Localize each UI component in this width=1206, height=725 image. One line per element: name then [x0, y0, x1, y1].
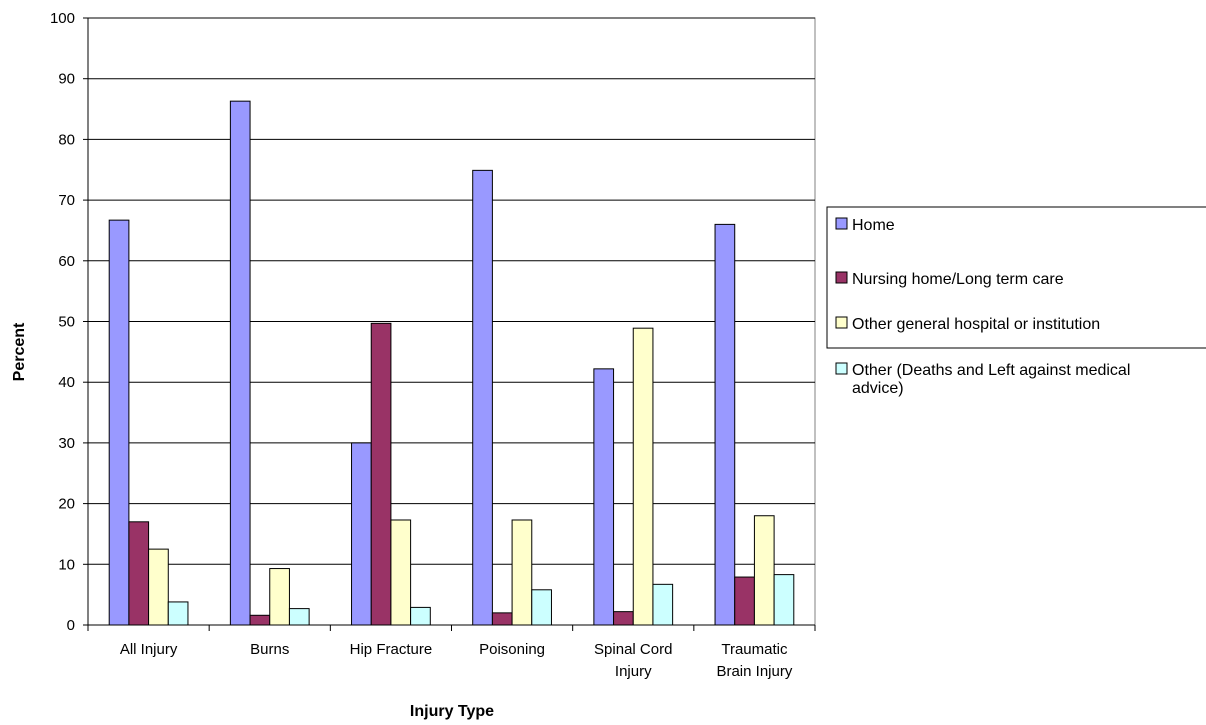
y-tick-label: 0	[67, 617, 75, 634]
legend: Home Nursing home/Long term care Other gen…	[826, 206, 1206, 397]
bar-spinal-cord-injury-home	[593, 368, 615, 626]
bar-hip-fracture-other-deaths-and-left-against-medical-advice	[410, 606, 431, 626]
bar-hip-fracture-other-general-hospital-or-institution	[390, 519, 412, 626]
y-tick-label: 60	[58, 253, 75, 270]
y-tick-label: 80	[58, 131, 75, 148]
bar-burns-other-deaths-and-left-against-medical-advice	[288, 608, 310, 626]
bar-traumatic-brain-injury-other-general-hospital-or-institution	[753, 515, 775, 626]
x-tick-label: Poisoning	[479, 641, 545, 658]
bar-traumatic-brain-injury-other-deaths-and-left-against-medical-advice	[773, 574, 795, 626]
legend-box	[826, 206, 1206, 349]
bar-all-injury-other-general-hospital-or-institution	[148, 548, 169, 626]
y-axis-title: Percent	[11, 322, 28, 381]
bar-spinal-cord-injury-other-general-hospital-or-institution	[632, 327, 654, 626]
bar-burns-nursing-home-long-term-care	[249, 614, 271, 626]
y-tick-label: 50	[58, 314, 75, 331]
bar-traumatic-brain-injury-home	[714, 223, 736, 626]
legend-label-3: Other general hospital or institution	[852, 316, 1100, 333]
legend-swatch-2	[835, 271, 848, 284]
y-tick-label: 30	[58, 435, 75, 452]
x-tick-label: All Injury	[120, 641, 178, 658]
legend-swatch-1	[835, 217, 848, 230]
axes	[83, 17, 816, 631]
gridlines	[87, 17, 816, 626]
legend-label-4: Other (Deaths and Left against medical ad…	[852, 362, 1130, 397]
x-tick-labels: All Injury Burns Hip Fracture Poisoning Spin…	[120, 641, 793, 680]
legend-swatch-3	[835, 316, 848, 329]
bar-burns-home	[229, 100, 251, 626]
y-tick-label: 40	[58, 374, 75, 391]
bar-burns-other-general-hospital-or-institution	[269, 568, 290, 626]
bar-spinal-cord-injury-nursing-home-long-term-care	[613, 611, 634, 626]
y-tick-label: 10	[58, 556, 75, 573]
x-tick-label: Spinal Cord Injury	[594, 641, 672, 680]
y-tick-label: 100	[50, 10, 75, 27]
bar-hip-fracture-nursing-home-long-term-care	[370, 322, 392, 626]
legend-label-1: Home	[852, 217, 895, 234]
y-tick-label: 20	[58, 496, 75, 513]
bar-all-injury-home	[108, 219, 130, 626]
bar-hip-fracture-home	[351, 442, 372, 626]
y-tick-label: 90	[58, 71, 75, 88]
legend-label-2: Nursing home/Long term care	[852, 271, 1064, 288]
x-tick-label: Traumatic Brain Injury	[716, 641, 792, 680]
bar-traumatic-brain-injury-nursing-home-long-term-care	[734, 576, 755, 626]
bars	[108, 100, 795, 626]
bar-poisoning-home	[472, 169, 493, 626]
x-axis-title: Injury Type	[410, 703, 494, 720]
bar-poisoning-other-deaths-and-left-against-medical-advice	[531, 589, 552, 626]
bar-poisoning-nursing-home-long-term-care	[491, 612, 513, 626]
bar-all-injury-other-deaths-and-left-against-medical-advice	[167, 601, 189, 626]
y-tick-labels: 0 10 20 30 40 50 60 70 80 90 100	[50, 10, 75, 634]
x-tick-label: Hip Fracture	[350, 641, 433, 658]
y-tick-label: 70	[58, 192, 75, 209]
x-tick-label: Burns	[250, 641, 289, 658]
bar-poisoning-other-general-hospital-or-institution	[511, 519, 533, 626]
bar-spinal-cord-injury-other-deaths-and-left-against-medical-advice	[652, 583, 674, 626]
legend-swatch-4	[835, 362, 848, 375]
bar-all-injury-nursing-home-long-term-care	[128, 521, 150, 626]
